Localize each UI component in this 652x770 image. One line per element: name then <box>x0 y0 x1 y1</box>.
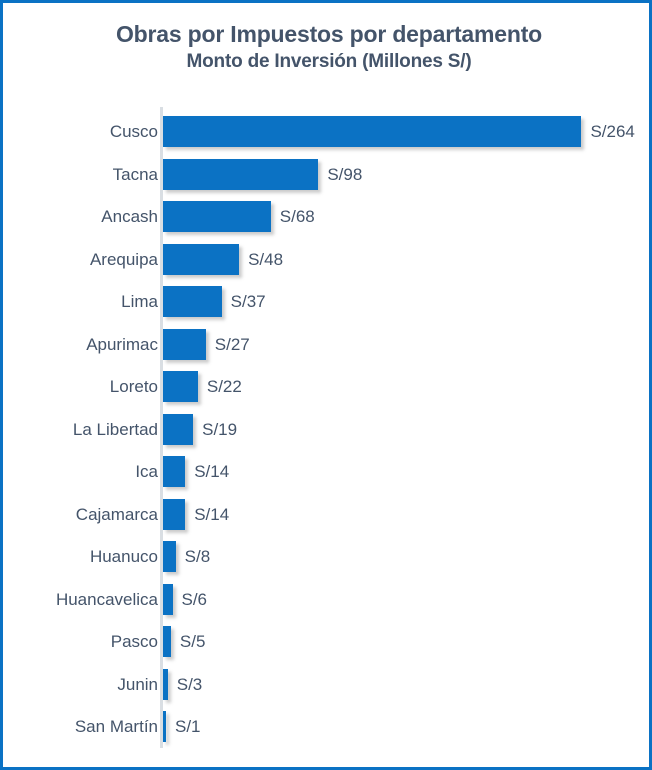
bar[interactable] <box>163 328 206 360</box>
bar-value-label: S/3 <box>176 674 203 694</box>
bar[interactable] <box>163 286 222 317</box>
category-label: Ancash <box>101 207 158 226</box>
bar[interactable] <box>163 498 186 530</box>
bar[interactable] <box>163 668 168 700</box>
category-label: Huancavelica <box>55 589 158 609</box>
category-label: Lima <box>121 292 158 311</box>
bar-row: Apurimac S/27 <box>3 324 649 366</box>
category-label: Pasco <box>110 632 158 651</box>
bar-value-label: S/8 <box>184 547 211 566</box>
bar-value-label: S/14 <box>194 462 230 481</box>
bar-row: Huancavelica S/6 <box>3 579 649 621</box>
bar-value-label: S/48 <box>248 249 284 269</box>
bar-value-label: S/68 <box>279 207 315 226</box>
category-label: Tacna <box>112 164 158 184</box>
bar-row: Pasco S/5 <box>3 621 649 663</box>
bar-value-label: S/5 <box>179 632 206 651</box>
bar[interactable] <box>163 541 176 572</box>
bar-row: Junin S/3 <box>3 664 649 706</box>
category-label: San Martín <box>74 717 158 736</box>
bar-row: Loreto S/22 <box>3 366 649 408</box>
bar-value-label: S/19 <box>202 419 238 439</box>
plot-area: Cusco S/264 Tacna S/98 Ancash S/68 Arequipa S/4… <box>3 107 649 752</box>
chart-subtitle: Monto de Inversión (Millones S/) <box>186 51 472 72</box>
bar-row: Arequipa S/48 <box>3 239 649 281</box>
bar-value-label: S/1 <box>175 717 201 736</box>
bar-row: San Martín S/1 <box>3 706 649 748</box>
category-axis-line <box>160 107 163 748</box>
bar[interactable] <box>163 413 194 445</box>
bar-value-label: S/264 <box>590 122 635 141</box>
bar-value-label: S/22 <box>206 377 242 396</box>
category-label: Junin <box>117 674 158 694</box>
bar-row: Huanuco S/8 <box>3 536 649 578</box>
bar[interactable] <box>163 243 240 275</box>
bar-row: Lima S/37 <box>3 281 649 323</box>
title-block: Obras por Impuestos por departamento Mon… <box>3 19 649 75</box>
bar-value-label: S/98 <box>327 164 363 184</box>
bar-value-label: S/6 <box>181 589 208 609</box>
bar[interactable] <box>163 711 166 742</box>
bar[interactable] <box>163 371 198 402</box>
category-label: Ica <box>135 462 158 481</box>
bar[interactable] <box>163 583 173 615</box>
chart-title: Obras por Impuestos por departamento <box>115 21 543 47</box>
bar[interactable] <box>163 158 319 190</box>
bar-row: Cusco S/264 <box>3 111 649 153</box>
category-label: Loreto <box>109 377 158 396</box>
bar-value-label: S/14 <box>194 504 230 524</box>
bar-row: La Libertad S/19 <box>3 409 649 451</box>
category-label: Cusco <box>109 122 158 141</box>
bar-value-label: S/37 <box>230 292 266 311</box>
bar[interactable] <box>163 626 171 657</box>
bar-row: Cajamarca S/14 <box>3 494 649 536</box>
category-label: Apurimac <box>86 334 158 354</box>
bar[interactable] <box>163 201 271 232</box>
category-label: Cajamarca <box>75 504 158 524</box>
bar-row: Ica S/14 <box>3 451 649 493</box>
bar-row: Ancash S/68 <box>3 196 649 238</box>
category-label: Huanuco <box>89 547 158 566</box>
bar-value-label: S/27 <box>214 334 250 354</box>
category-label: La Libertad <box>72 419 158 439</box>
bar[interactable] <box>163 456 186 487</box>
bar-row: Tacna S/98 <box>3 154 649 196</box>
category-label: Arequipa <box>89 249 158 269</box>
bar[interactable] <box>163 116 582 147</box>
